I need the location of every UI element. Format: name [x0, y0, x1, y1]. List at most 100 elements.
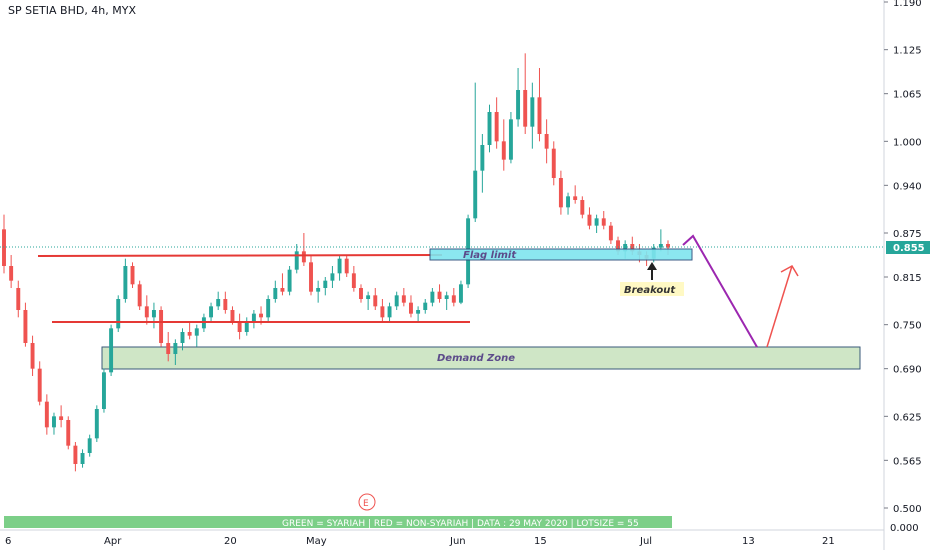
- candle-33[interactable]: [237, 313, 242, 340]
- candle-21[interactable]: [151, 302, 156, 329]
- candle-71[interactable]: [508, 112, 513, 164]
- candle-50[interactable]: [359, 284, 363, 303]
- event-marker[interactable]: [358, 493, 376, 511]
- candle-17[interactable]: [123, 258, 128, 303]
- candle-52[interactable]: [373, 288, 378, 310]
- x-axis: 6 Apr 20 May Jun 15 Jul 13 21: [5, 536, 835, 547]
- candle-63[interactable]: [451, 288, 456, 307]
- candle-75[interactable]: [537, 68, 542, 142]
- candle-68[interactable]: [487, 104, 492, 153]
- candle-22[interactable]: [159, 306, 164, 347]
- candle-39[interactable]: [280, 273, 285, 296]
- candle-6[interactable]: [44, 394, 49, 435]
- candle-0[interactable]: [2, 214, 6, 274]
- candle-body-31: [223, 299, 228, 310]
- projection-down-line[interactable]: [682, 234, 758, 348]
- candle-11[interactable]: [80, 449, 85, 468]
- candle-42[interactable]: [301, 233, 306, 266]
- candle-body-30: [216, 299, 221, 307]
- candle-9[interactable]: [66, 416, 71, 450]
- candle-12[interactable]: [87, 434, 92, 457]
- flag-limit-box[interactable]: [429, 248, 693, 261]
- candle-70[interactable]: [501, 119, 506, 171]
- candle-51[interactable]: [366, 291, 371, 310]
- candle-60[interactable]: [430, 288, 435, 307]
- candle-1[interactable]: [9, 255, 14, 288]
- candle-3[interactable]: [23, 302, 28, 347]
- candle-43[interactable]: [309, 255, 313, 296]
- candle-84[interactable]: [601, 211, 606, 230]
- candle-29[interactable]: [209, 302, 214, 321]
- upper-trend-line[interactable]: [37, 254, 443, 257]
- candle-46[interactable]: [330, 266, 335, 288]
- candle-81[interactable]: [580, 196, 585, 219]
- candle-27[interactable]: [194, 324, 199, 347]
- y-tick-label-9: 0.625: [893, 412, 922, 423]
- candle-34[interactable]: [244, 317, 249, 336]
- candle-83[interactable]: [594, 214, 599, 233]
- candle-23[interactable]: [166, 332, 171, 362]
- candle-15[interactable]: [109, 324, 114, 376]
- candle-78[interactable]: [558, 170, 563, 215]
- candle-body-34: [244, 321, 249, 332]
- candle-body-22: [159, 310, 164, 343]
- candle-47[interactable]: [337, 255, 342, 281]
- candle-2[interactable]: [16, 280, 21, 318]
- candle-body-80: [573, 196, 578, 200]
- candle-62[interactable]: [444, 291, 449, 310]
- projection-up-arrow[interactable]: [766, 264, 799, 348]
- candle-67[interactable]: [480, 134, 485, 193]
- candle-13[interactable]: [94, 405, 99, 442]
- candle-54[interactable]: [387, 302, 392, 321]
- candle-19[interactable]: [137, 280, 142, 310]
- candle-4[interactable]: [30, 335, 35, 376]
- candle-72[interactable]: [516, 68, 521, 127]
- candle-53[interactable]: [380, 299, 385, 321]
- candle-26[interactable]: [187, 321, 192, 340]
- candle-69[interactable]: [494, 97, 499, 149]
- candle-16[interactable]: [116, 295, 121, 332]
- candle-8[interactable]: [59, 405, 64, 428]
- candle-40[interactable]: [287, 266, 292, 296]
- candle-7[interactable]: [52, 412, 56, 435]
- candle-57[interactable]: [409, 295, 413, 318]
- candle-49[interactable]: [351, 266, 356, 292]
- candle-body-6: [44, 401, 49, 428]
- candle-59[interactable]: [423, 299, 428, 314]
- candle-82[interactable]: [587, 207, 592, 230]
- candle-30[interactable]: [216, 291, 221, 310]
- candle-25[interactable]: [180, 328, 185, 351]
- candle-31[interactable]: [223, 291, 228, 314]
- demand-zone[interactable]: [101, 346, 861, 370]
- candle-41[interactable]: [294, 244, 299, 274]
- candle-14[interactable]: [101, 368, 106, 413]
- candle-79[interactable]: [566, 192, 571, 215]
- candle-85[interactable]: [608, 222, 613, 244]
- candle-24[interactable]: [173, 339, 178, 365]
- candle-5[interactable]: [37, 361, 42, 406]
- candle-80[interactable]: [573, 185, 578, 204]
- candle-18[interactable]: [130, 262, 135, 288]
- candle-20[interactable]: [144, 295, 149, 325]
- candle-56[interactable]: [401, 288, 406, 307]
- candle-48[interactable]: [344, 255, 349, 277]
- candle-76[interactable]: [544, 119, 549, 164]
- candle-10[interactable]: [73, 442, 78, 472]
- candle-44[interactable]: [316, 280, 321, 303]
- candle-45[interactable]: [323, 277, 328, 296]
- candle-35[interactable]: [251, 310, 256, 329]
- candle-38[interactable]: [273, 280, 278, 303]
- candle-58[interactable]: [416, 306, 421, 321]
- candle-77[interactable]: [551, 141, 556, 186]
- candle-body-74: [530, 97, 535, 127]
- candle-64[interactable]: [458, 280, 463, 305]
- candle-66[interactable]: [473, 82, 478, 222]
- candle-74[interactable]: [530, 82, 535, 149]
- candle-body-25: [180, 332, 185, 343]
- candle-73[interactable]: [523, 53, 528, 134]
- candle-92[interactable]: [658, 229, 663, 252]
- candle-55[interactable]: [394, 291, 399, 310]
- candle-61[interactable]: [437, 284, 442, 303]
- candle-37[interactable]: [266, 295, 271, 321]
